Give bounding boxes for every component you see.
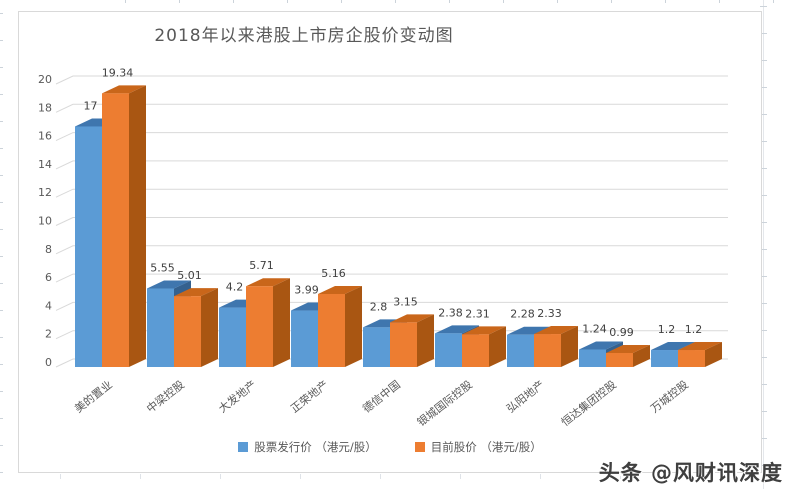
y-axis-tick-label: 14 bbox=[38, 158, 52, 171]
x-axis-category-label: 银城国际控股 bbox=[414, 377, 475, 429]
data-label: 4.2 bbox=[226, 281, 244, 294]
x-axis-category-label: 德信中国 bbox=[360, 377, 403, 415]
data-label: 3.15 bbox=[393, 295, 418, 308]
data-label: 1.24 bbox=[582, 322, 607, 335]
data-label: 5.01 bbox=[177, 269, 202, 282]
data-label: 2.33 bbox=[537, 307, 562, 320]
legend-swatch-orange bbox=[414, 442, 425, 452]
legend-label: 目前股价 （港元/股） bbox=[430, 440, 542, 454]
y-axis-tick-label: 4 bbox=[45, 299, 52, 312]
bar-current-price-5[interactable] bbox=[462, 326, 506, 367]
plot-area[interactable]: 0 2 4 6 8 10 12 14 16 18 20 17 19.34 5.555.01 4.2 5.71 3… bbox=[19, 12, 763, 474]
chart-title: 2018年以来港股上市房企股价变动图 bbox=[154, 26, 454, 46]
legend-swatch-blue bbox=[238, 442, 249, 452]
data-label: 2.31 bbox=[465, 307, 490, 320]
spreadsheet-row-gridlines bbox=[0, 13, 3, 489]
data-label: 5.55 bbox=[150, 261, 175, 274]
y-axis-tick-label: 6 bbox=[45, 271, 52, 284]
chart-legend: 股票发行价 （港元/股） 目前股价 （港元/股） bbox=[19, 436, 761, 458]
bar-current-price-6[interactable] bbox=[534, 326, 578, 367]
bar-current-price-2[interactable] bbox=[246, 278, 290, 367]
bar-current-price-1[interactable] bbox=[174, 288, 218, 367]
data-label: 3.99 bbox=[294, 284, 319, 297]
spreadsheet-row-gridlines-right bbox=[760, 6, 767, 489]
data-label: 19.34 bbox=[102, 66, 134, 79]
data-label: 2.8 bbox=[370, 300, 388, 313]
y-axis-tick-label: 10 bbox=[38, 215, 52, 228]
x-axis-category-label: 万城控股 bbox=[648, 377, 691, 415]
x-axis-category-label: 恒达集团控股 bbox=[558, 377, 619, 429]
watermark: 头条 @风财讯深度 bbox=[598, 461, 783, 485]
data-label: 5.71 bbox=[249, 259, 274, 272]
x-axis-category-label: 正荣地产 bbox=[288, 377, 331, 415]
bar-current-price-7[interactable] bbox=[606, 344, 650, 367]
y-axis-tick-label: 18 bbox=[38, 101, 52, 114]
legend-label: 股票发行价 （港元/股） bbox=[254, 440, 377, 454]
bar-current-price-4[interactable] bbox=[390, 314, 434, 367]
bar-current-price-8[interactable] bbox=[678, 342, 722, 367]
data-label: 1.2 bbox=[685, 323, 703, 336]
y-axis-tick-label: 8 bbox=[45, 243, 52, 256]
data-label: 17 bbox=[84, 99, 98, 112]
x-axis-category-label: 大发地产 bbox=[216, 377, 259, 415]
data-label: 0.99 bbox=[609, 326, 634, 339]
y-axis-tick-label: 2 bbox=[45, 328, 52, 341]
y-axis-tick-label: 0 bbox=[45, 356, 52, 369]
x-axis-category-label: 美的置业 bbox=[72, 377, 115, 415]
chart-object[interactable]: 2018年以来港股上市房企股价变动图 0 2 4 6 8 10 12 14 16 18 20 17 19… bbox=[18, 11, 762, 473]
bar-current-price-0[interactable] bbox=[102, 85, 146, 368]
y-axis-tick-label: 12 bbox=[38, 186, 52, 199]
spreadsheet-column-gridlines bbox=[125, 0, 786, 3]
data-label: 5.16 bbox=[321, 267, 346, 280]
y-axis-tick-label: 16 bbox=[38, 130, 52, 143]
x-axis-category-label: 中梁控股 bbox=[144, 377, 187, 415]
legend-item-issue-price[interactable]: 股票发行价 （港元/股） bbox=[238, 439, 377, 455]
data-label: 2.38 bbox=[438, 306, 463, 319]
data-label: 1.2 bbox=[658, 323, 676, 336]
gridlines bbox=[55, 75, 728, 368]
spreadsheet-column-gridlines-bottom bbox=[60, 474, 766, 479]
bar-current-price-3[interactable] bbox=[318, 285, 362, 367]
legend-item-current-price[interactable]: 目前股价 （港元/股） bbox=[414, 439, 542, 455]
y-axis-tick-label: 20 bbox=[38, 73, 52, 86]
x-axis-category-label: 弘阳地产 bbox=[504, 377, 547, 415]
data-label: 2.28 bbox=[510, 308, 535, 321]
